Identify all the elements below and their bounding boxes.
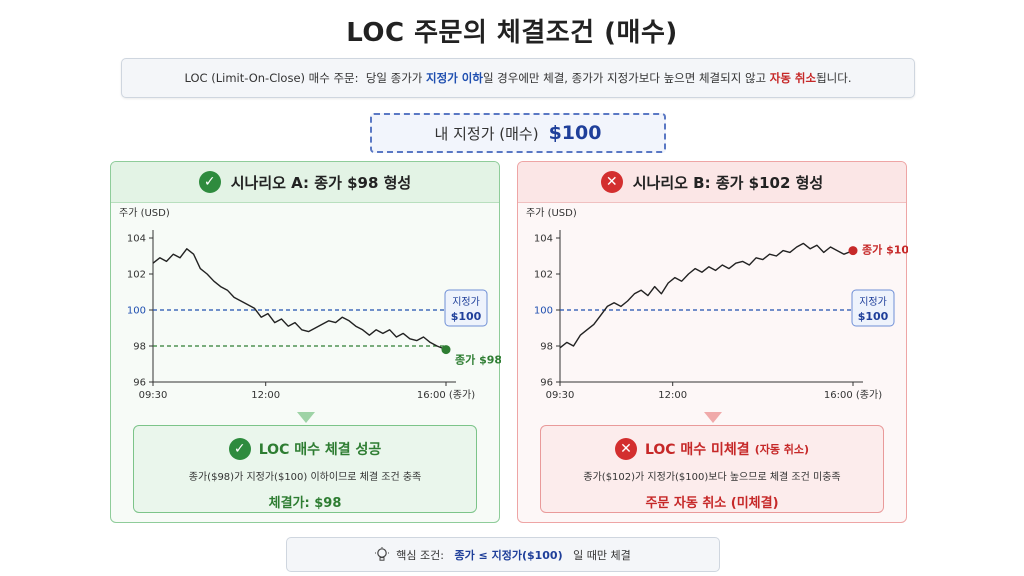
intro-emph-limit: 지정가 이하 [426, 71, 483, 85]
y-axis-label: 주가 (USD) [119, 207, 170, 219]
x-tick-label: 12:00 [251, 390, 280, 401]
scenario-b-result: ✕ LOC 매수 미체결 (자동 취소) 종가($102)가 지정가($100)… [540, 425, 884, 513]
limit-price-tag-line2: $100 [451, 310, 482, 323]
key-condition-emph: 종가 ≤ 지정가($100) [454, 548, 563, 562]
scenario-a-result: ✓ LOC 매수 체결 성공 종가($98)가 지정가($100) 이하이므로 … [133, 425, 477, 513]
scenario-b-chart: 주가 (USD) 96 98 100 102 104 09:30 12:00 16:00 (종가… [526, 207, 908, 401]
price-series-line [559, 242, 854, 349]
key-condition-suffix: 일 때만 체결 [569, 548, 631, 562]
limit-price-value: $100 [548, 122, 602, 144]
x-tick-label: 16:00 (종가) [824, 389, 882, 401]
x-tick-label: 16:00 (종가) [417, 389, 475, 401]
limit-price-tag [444, 289, 488, 327]
scenario-b-header: ✕ 시나리오 B: 종가 $102 형성 [518, 162, 906, 203]
scenario-b-result-title: LOC 매수 미체결 [644, 442, 750, 458]
y-tick-label: 102 [534, 270, 553, 281]
scenario-a-result-desc: 종가($98)가 지정가($100) 이하이므로 체결 조건 충족 [188, 472, 422, 483]
price-series-line [152, 248, 447, 351]
scenario-b-heading: 시나리오 B: 종가 $102 형성 [632, 173, 824, 192]
x-tick-label: 09:30 [139, 390, 168, 401]
scenario-b-result-title-note: (자동 취소) [754, 443, 810, 456]
y-tick-label: 96 [133, 378, 146, 389]
y-axis-label: 주가 (USD) [526, 207, 577, 219]
scenario-a-result-title-row: ✓ LOC 매수 체결 성공 [134, 438, 476, 460]
y-tick-label: 104 [534, 234, 553, 245]
y-tick-label: 100 [534, 306, 553, 317]
y-tick-label: 100 [127, 306, 146, 317]
down-arrow-icon [297, 412, 315, 423]
close-point [441, 345, 451, 355]
scenario-a-heading: 시나리오 A: 종가 $98 형성 [230, 173, 412, 192]
y-tick-label: 96 [540, 378, 553, 389]
limit-price-label: 내 지정가 (매수) [434, 124, 539, 143]
y-tick-label: 98 [540, 342, 553, 353]
key-condition-prefix: 핵심 조건: [396, 548, 448, 562]
page-title: LOC 주문의 체결조건 (매수) [346, 18, 678, 48]
scenario-b-result-final: 주문 자동 취소 (미체결) [645, 496, 779, 511]
limit-price-tag-line1: 지정가 [452, 296, 480, 308]
check-circle-icon: ✓ [228, 438, 251, 460]
check-icon: ✓ [198, 171, 221, 193]
limit-price-tag-line1: 지정가 [859, 296, 887, 308]
scenario-b-result-desc: 종가($102)가 지정가($100)보다 높으므로 체결 조건 미충족 [583, 472, 841, 483]
y-tick-label: 102 [127, 270, 146, 281]
lightbulb-icon [375, 546, 390, 561]
intro-prefix: LOC (Limit-On-Close) 매수 주문: 당일 종가가 [184, 71, 427, 85]
down-arrow-icon [704, 412, 722, 423]
limit-price-box: 내 지정가 (매수) $100 [370, 113, 666, 153]
x-tick-label: 12:00 [658, 390, 687, 401]
y-tick-label: 104 [127, 234, 146, 245]
x-icon: ✕ [600, 171, 623, 193]
intro-mid: 일 경우에만 체결, 종가가 지정가보다 높으면 체결되지 않고 [482, 71, 770, 85]
scenario-a-panel: ✓ 시나리오 A: 종가 $98 형성 주가 (USD) 96 98 100 102 10… [110, 161, 501, 523]
x-circle-icon: ✕ [614, 438, 637, 460]
limit-price-tag-line2: $100 [858, 310, 889, 323]
limit-price-tag [851, 289, 895, 327]
scenario-b-panel: ✕ 시나리오 B: 종가 $102 형성 주가 (USD) 96 98 100 102 1… [517, 161, 908, 523]
x-tick-label: 09:30 [546, 390, 575, 401]
intro-emph-cancel: 자동 취소 [769, 71, 817, 85]
key-condition-box: 핵심 조건: 종가 ≤ 지정가($100) 일 때만 체결 [286, 537, 720, 572]
scenario-a-result-final: 체결가: $98 [268, 496, 342, 511]
intro-banner: LOC (Limit-On-Close) 매수 주문: 당일 종가가 지정가 이… [121, 58, 915, 98]
scenario-a-chart: 주가 (USD) 96 98 100 102 104 09:30 12:00 16:00 (종가… [119, 207, 501, 401]
scenario-b-result-title-row: ✕ LOC 매수 미체결 (자동 취소) [541, 438, 883, 460]
y-tick-label: 98 [133, 342, 146, 353]
scenario-a-header: ✓ 시나리오 A: 종가 $98 형성 [111, 162, 499, 203]
scenario-a-result-title: LOC 매수 체결 성공 [258, 442, 382, 458]
intro-suffix: 됩니다. [816, 71, 852, 85]
close-point-label: 종가 $102 [862, 243, 908, 257]
close-point-label: 종가 $98 [455, 353, 501, 367]
close-point [848, 246, 858, 256]
